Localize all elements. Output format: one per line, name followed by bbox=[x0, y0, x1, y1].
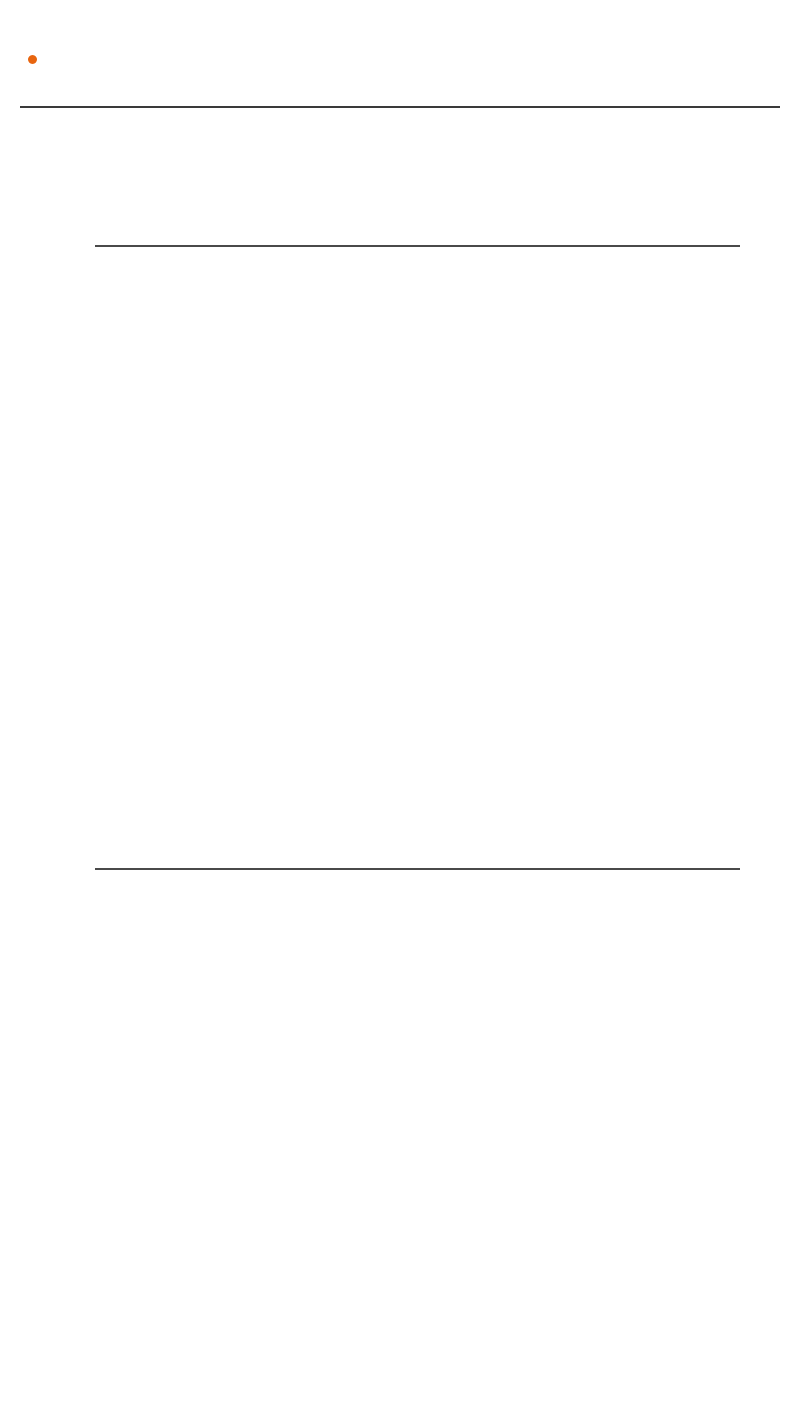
letterhead-rule bbox=[95, 245, 740, 247]
logo-dots-decoration bbox=[26, 44, 66, 94]
section-6-15 bbox=[0, 128, 800, 772]
emi-chart bbox=[115, 890, 690, 1142]
letterhead-rule bbox=[95, 868, 740, 870]
logo-dot-icon bbox=[28, 55, 37, 64]
section-6-16 bbox=[0, 764, 800, 1408]
gobest-logo bbox=[28, 52, 150, 104]
emi-chart bbox=[115, 268, 690, 520]
header-rule bbox=[20, 106, 780, 108]
